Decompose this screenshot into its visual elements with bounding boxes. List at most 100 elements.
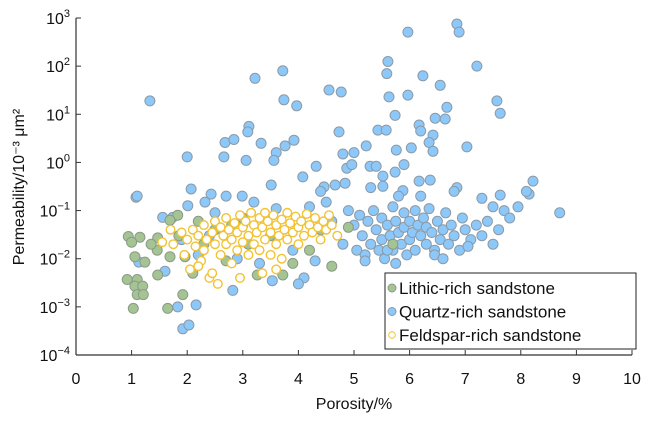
point-feldspar	[207, 268, 218, 279]
point-lithic	[152, 269, 164, 281]
point-feldspar	[285, 218, 296, 229]
point-feldspar	[207, 227, 218, 238]
point-quartz	[320, 196, 332, 208]
x-tick-label: 1	[127, 371, 136, 388]
point-quartz	[429, 112, 441, 124]
point-quartz	[242, 126, 254, 138]
point-quartz	[368, 205, 379, 217]
legend: Lithic-rich sandstone Quartz-rich sandsto…	[384, 272, 637, 350]
point-feldspar	[209, 216, 220, 227]
point-feldspar	[276, 214, 287, 225]
point-quartz	[309, 255, 321, 267]
point-lithic	[126, 236, 138, 248]
point-lithic	[277, 269, 289, 281]
point-quartz	[183, 319, 195, 331]
point-quartz	[377, 170, 389, 182]
point-feldspar	[257, 268, 268, 279]
point-quartz	[409, 244, 421, 256]
point-lithic	[129, 251, 141, 263]
point-quartz	[487, 238, 499, 250]
point-quartz	[339, 177, 351, 189]
point-quartz	[527, 175, 539, 187]
point-lithic	[164, 214, 176, 226]
point-quartz	[459, 224, 471, 236]
point-quartz	[323, 84, 335, 96]
point-quartz	[494, 189, 506, 201]
point-quartz	[190, 299, 202, 311]
point-feldspar	[165, 224, 176, 235]
point-quartz	[434, 79, 446, 91]
point-quartz	[248, 196, 260, 208]
point-quartz	[409, 205, 421, 217]
point-quartz	[370, 224, 382, 236]
point-lithic	[145, 238, 157, 250]
point-feldspar	[273, 230, 284, 241]
point-quartz	[329, 179, 341, 191]
point-quartz	[504, 212, 516, 224]
point-feldspar	[198, 220, 209, 231]
point-feldspar	[271, 239, 282, 250]
x-axis-label: Porosity/%	[316, 396, 392, 413]
point-lithic	[162, 302, 174, 314]
point-feldspar	[201, 234, 212, 245]
point-lithic	[164, 251, 176, 263]
x-tick-label: 0	[72, 371, 81, 388]
point-quartz	[181, 151, 193, 163]
y-tick-label: 10−2	[40, 249, 70, 269]
legend-marker-feldspar	[388, 331, 396, 339]
point-quartz	[415, 125, 427, 137]
point-quartz	[461, 141, 473, 153]
point-quartz	[255, 137, 267, 149]
point-quartz	[418, 212, 429, 224]
point-quartz	[393, 190, 404, 202]
point-lithic	[127, 302, 139, 314]
point-lithic	[139, 256, 151, 268]
point-quartz	[291, 100, 303, 112]
point-quartz	[487, 201, 499, 213]
point-feldspar	[182, 234, 193, 245]
point-quartz	[335, 86, 347, 98]
point-feldspar	[198, 245, 209, 256]
point-quartz	[315, 185, 327, 197]
point-quartz	[493, 224, 505, 236]
point-quartz	[205, 188, 217, 200]
point-quartz	[456, 212, 468, 224]
point-quartz	[266, 275, 278, 287]
point-quartz	[491, 95, 503, 107]
point-feldspar	[190, 241, 201, 252]
point-quartz	[420, 238, 432, 250]
point-quartz	[440, 207, 452, 219]
point-quartz	[405, 142, 417, 154]
point-lithic	[287, 257, 299, 269]
point-quartz	[380, 124, 392, 136]
point-feldspar	[301, 208, 312, 219]
point-quartz	[365, 238, 377, 250]
y-tick-label: 102	[46, 56, 70, 76]
point-feldspar	[260, 234, 271, 245]
point-quartz	[277, 65, 289, 77]
y-tick-label: 103	[46, 8, 70, 28]
y-tick-label: 10−4	[40, 345, 70, 365]
x-tick-label: 3	[238, 371, 247, 388]
point-quartz	[434, 234, 446, 246]
point-quartz	[415, 230, 427, 242]
legend-marker-quartz	[387, 307, 397, 316]
point-quartz	[376, 212, 388, 224]
point-feldspar	[243, 230, 254, 241]
point-quartz	[445, 219, 457, 231]
point-feldspar	[248, 239, 259, 250]
point-quartz	[144, 95, 156, 107]
legend-label-feldspar: Feldspar-rich sandstone	[399, 326, 581, 345]
point-lithic	[387, 238, 399, 250]
point-feldspar	[212, 278, 223, 289]
point-quartz	[346, 159, 358, 171]
point-quartz	[377, 180, 389, 192]
point-quartz	[462, 240, 474, 252]
point-feldspar	[260, 207, 271, 218]
point-quartz	[481, 215, 493, 227]
point-feldspar	[268, 210, 279, 221]
point-quartz	[390, 215, 402, 227]
point-feldspar	[265, 249, 276, 260]
point-quartz	[437, 253, 449, 265]
